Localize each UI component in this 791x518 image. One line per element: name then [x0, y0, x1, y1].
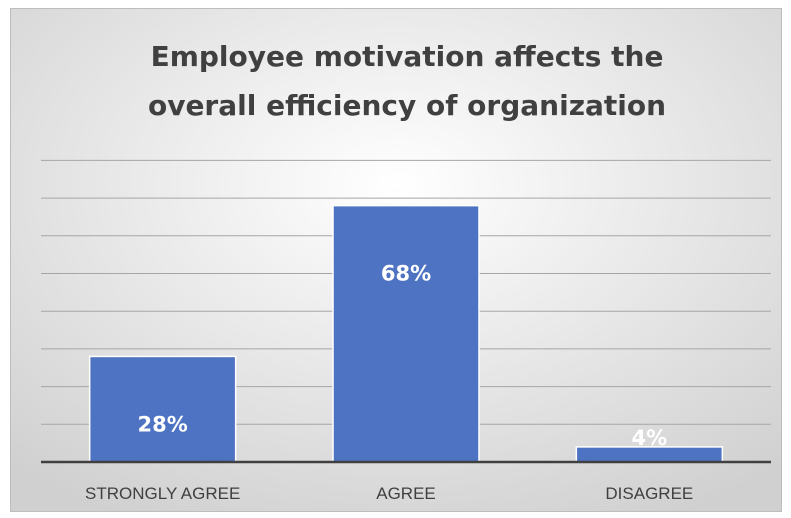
category-label: STRONGLY AGREE	[85, 484, 240, 503]
category-labels: STRONGLY AGREE AGREE DISAGREE	[85, 484, 693, 503]
chart-title-line-2: overall efficiency of organization	[148, 89, 666, 122]
data-label: 28%	[138, 412, 188, 436]
bar-chart: Employee motivation affects the overall …	[11, 9, 781, 511]
bars	[88, 204, 724, 463]
bar-agree	[332, 204, 480, 463]
data-label: 68%	[381, 262, 431, 286]
chart-area: Employee motivation affects the overall …	[10, 8, 782, 512]
data-labels: 28% 68% 4%	[138, 262, 668, 450]
category-label: AGREE	[376, 484, 436, 503]
category-label: DISAGREE	[605, 484, 693, 503]
bar-strongly-agree	[88, 355, 237, 463]
data-label: 4%	[632, 426, 668, 450]
chart-title-line-1: Employee motivation affects the	[151, 40, 664, 73]
